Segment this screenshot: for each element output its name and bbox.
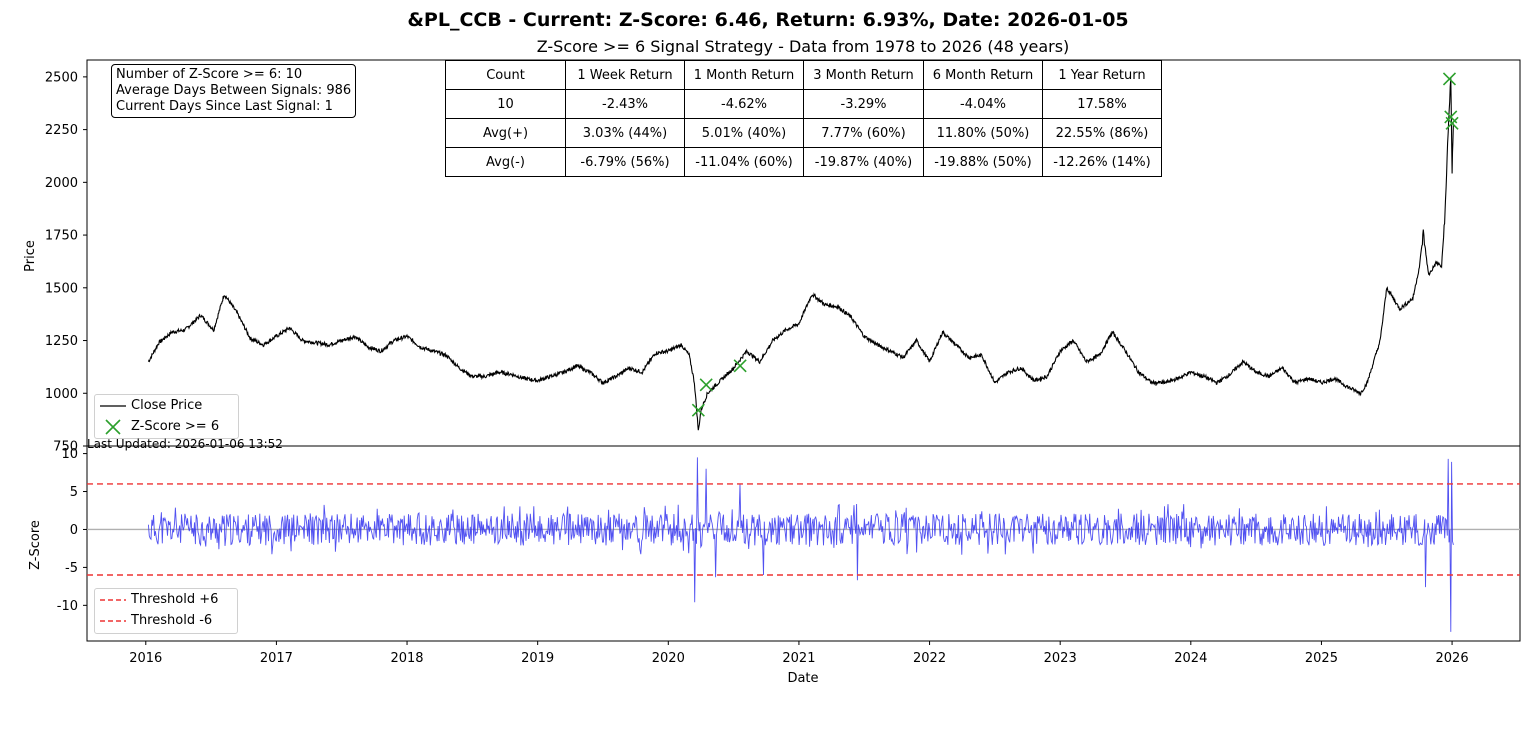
zscore-panel: -10 -5 0 5 10 bbox=[57, 445, 1521, 642]
table-cell: -2.43% bbox=[565, 89, 685, 119]
price-legend: Close Price Z-Score >= 6 bbox=[94, 394, 239, 439]
zscore-y-tick-label: 0 bbox=[70, 523, 78, 538]
zscore-y-tick-label: 10 bbox=[61, 447, 78, 462]
stats-days-since: Current Days Since Last Signal: 1 bbox=[116, 99, 333, 114]
table-cell: 5.01% (40%) bbox=[684, 118, 804, 148]
table-header-cell: 1 Year Return bbox=[1042, 60, 1162, 90]
signal-marker bbox=[1442, 72, 1457, 86]
table-row: 10 -2.43% -4.62% -3.29% -4.04% 17.58% bbox=[445, 89, 1162, 119]
x-tick-label: 2017 bbox=[260, 651, 293, 666]
legend-item-threshold-pos: Threshold +6 bbox=[95, 589, 237, 610]
table-cell: 11.80% (50%) bbox=[923, 118, 1043, 148]
legend-label: Close Price bbox=[131, 398, 203, 413]
last-updated-text: Last Updated: 2026-01-06 13:52 bbox=[87, 437, 283, 451]
table-header-row: Count 1 Week Return 1 Month Return 3 Mon… bbox=[445, 60, 1162, 90]
price-y-tick-label: 2250 bbox=[45, 123, 78, 138]
table-cell: -4.04% bbox=[923, 89, 1043, 119]
zscore-line bbox=[147, 457, 1454, 632]
zscore-plot-frame bbox=[86, 445, 1521, 642]
x-tick-label: 2018 bbox=[390, 651, 423, 666]
x-tick-label: 2026 bbox=[1436, 651, 1469, 666]
stats-average-days: Average Days Between Signals: 986 bbox=[116, 83, 352, 98]
table-cell: -11.04% (60%) bbox=[684, 147, 804, 177]
x-axis-label: Date bbox=[787, 671, 818, 686]
stats-count: Number of Z-Score >= 6: 10 bbox=[116, 67, 303, 82]
table-cell: 10 bbox=[445, 89, 566, 119]
zscore-legend: Threshold +6 Threshold -6 bbox=[94, 588, 238, 634]
legend-label: Threshold +6 bbox=[131, 592, 219, 607]
signal-marker bbox=[733, 359, 747, 373]
table-cell: 22.55% (86%) bbox=[1042, 118, 1162, 148]
table-cell: -12.26% (14%) bbox=[1042, 147, 1162, 177]
table-cell: 7.77% (60%) bbox=[803, 118, 924, 148]
zscore-y-axis-label: Z-Score bbox=[28, 520, 43, 570]
table-header-cell: 1 Month Return bbox=[684, 60, 804, 90]
zscore-y-tick-label: -5 bbox=[65, 561, 78, 576]
x-tick-label: 2024 bbox=[1174, 651, 1207, 666]
table-header-cell: 3 Month Return bbox=[803, 60, 924, 90]
x-tick-label: 2022 bbox=[913, 651, 946, 666]
table-cell: 17.58% bbox=[1042, 89, 1162, 119]
price-y-tick-label: 2500 bbox=[45, 70, 78, 85]
signal-marker bbox=[691, 403, 705, 417]
chart-title: &PL_CCB - Current: Z-Score: 6.46, Return… bbox=[407, 9, 1129, 31]
x-tick-label: 2025 bbox=[1305, 651, 1338, 666]
table-cell: 3.03% (44%) bbox=[565, 118, 685, 148]
table-cell: Avg(-) bbox=[445, 147, 566, 177]
legend-label: Z-Score >= 6 bbox=[131, 419, 220, 434]
legend-item-close-price: Close Price bbox=[95, 395, 238, 416]
table-cell: Avg(+) bbox=[445, 118, 566, 148]
price-y-tick-label: 2000 bbox=[45, 176, 78, 191]
legend-item-threshold-neg: Threshold -6 bbox=[95, 610, 237, 631]
table-cell: -19.88% (50%) bbox=[923, 147, 1043, 177]
chart-subtitle: Z-Score >= 6 Signal Strategy - Data from… bbox=[536, 37, 1070, 56]
x-tick-label: 2020 bbox=[652, 651, 685, 666]
table-cell: -6.79% (56%) bbox=[565, 147, 685, 177]
price-y-tick-label: 750 bbox=[53, 440, 78, 455]
table-row: Avg(+) 3.03% (44%) 5.01% (40%) 7.77% (60… bbox=[445, 118, 1162, 148]
signal-stats-box: Number of Z-Score >= 6: 10 Average Days … bbox=[111, 64, 357, 118]
signal-marker bbox=[1445, 116, 1459, 130]
close-price-line bbox=[147, 78, 1454, 431]
price-y-tick-label: 1500 bbox=[45, 281, 78, 296]
zscore-y-tick-label: 5 bbox=[70, 485, 78, 500]
table-cell: -3.29% bbox=[803, 89, 924, 119]
table-header-cell: Count bbox=[445, 60, 566, 90]
table-row: Avg(-) -6.79% (56%) -11.04% (60%) -19.87… bbox=[445, 147, 1162, 177]
x-tick-label: 2016 bbox=[129, 651, 162, 666]
signal-marker bbox=[699, 378, 713, 392]
table-cell: -19.87% (40%) bbox=[803, 147, 924, 177]
table-header-cell: 6 Month Return bbox=[923, 60, 1043, 90]
price-y-tick-label: 1000 bbox=[45, 387, 78, 402]
x-tick-label: 2023 bbox=[1044, 651, 1077, 666]
x-axis: 2016 2017 2018 2019 2020 2021 2022 2023 2024 2025… bbox=[129, 641, 1469, 666]
price-y-tick-label: 1250 bbox=[45, 334, 78, 349]
legend-item-signal: Z-Score >= 6 bbox=[95, 416, 238, 437]
legend-label: Threshold -6 bbox=[131, 613, 213, 628]
price-y-axis-label: Price bbox=[23, 240, 38, 272]
x-tick-label: 2019 bbox=[521, 651, 554, 666]
table-header-cell: 1 Week Return bbox=[565, 60, 685, 90]
legend-x-marker-icon bbox=[105, 418, 121, 435]
return-table: Count 1 Week Return 1 Month Return 3 Mon… bbox=[445, 60, 1162, 177]
price-y-tick-label: 1750 bbox=[45, 229, 78, 244]
zscore-y-tick-label: -10 bbox=[57, 599, 78, 614]
table-cell: -4.62% bbox=[684, 89, 804, 119]
x-tick-label: 2021 bbox=[782, 651, 815, 666]
